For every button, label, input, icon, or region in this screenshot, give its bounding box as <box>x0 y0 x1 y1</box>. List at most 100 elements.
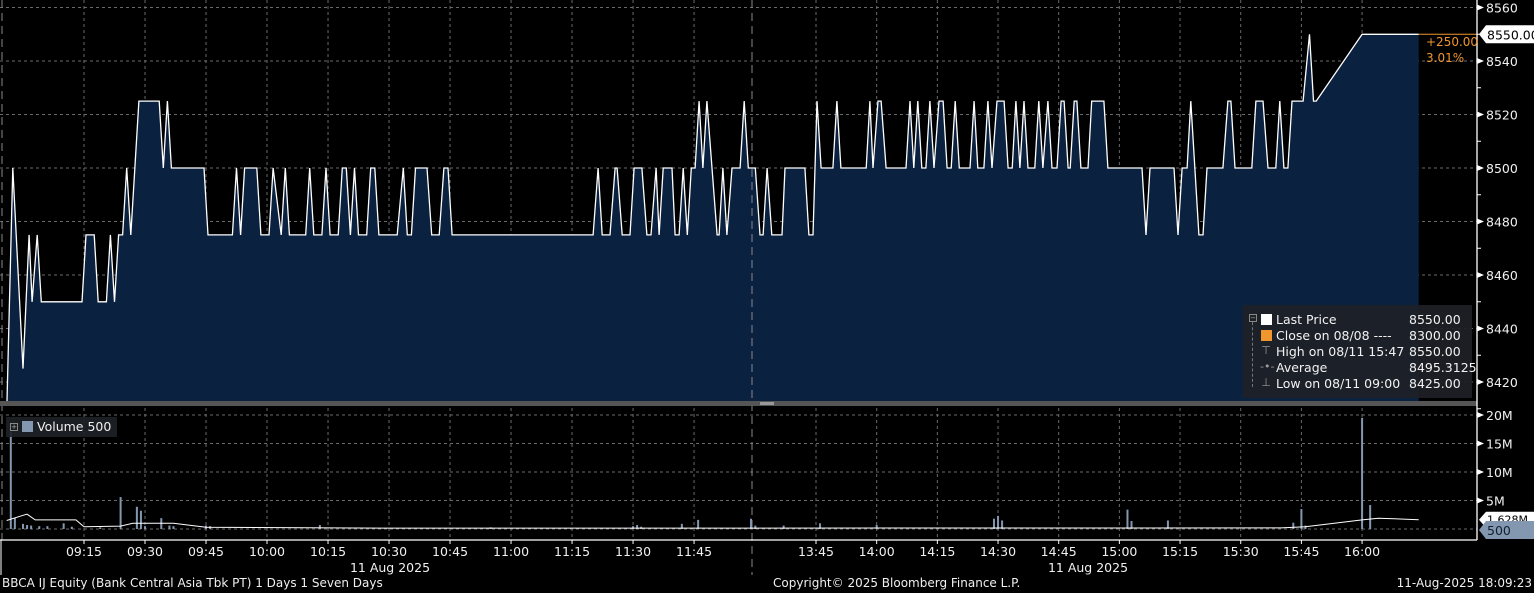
time-tick-label: 15:45 <box>1283 544 1319 559</box>
time-tick-label: 14:15 <box>919 544 955 559</box>
time-tick-label: 10:15 <box>310 544 346 559</box>
price-tick-marker <box>1477 58 1484 64</box>
expand-icon[interactable]: + <box>10 423 18 431</box>
security-description: BBCA IJ Equity (Bank Central Asia Tbk PT… <box>2 576 383 590</box>
price-area-fill <box>7 34 1419 402</box>
price-legend[interactable]: − Last Price 8550.00 Close on 08/08 ----… <box>1243 305 1477 398</box>
volume-bar <box>139 510 142 529</box>
volume-bar <box>754 525 757 529</box>
volume-last-tag <box>1479 520 1534 539</box>
time-tick-label: 09:45 <box>188 544 224 559</box>
volume-bar <box>1130 521 1133 529</box>
price-tick-marker <box>1477 379 1484 385</box>
time-tick-label: 10:30 <box>371 544 407 559</box>
average-marker-icon: -•- <box>1260 360 1275 373</box>
close-swatch-icon <box>1261 330 1272 341</box>
time-tick-label: 09:15 <box>66 544 102 559</box>
volume-bar <box>119 497 122 529</box>
volume-bar <box>1304 525 1307 529</box>
volume-bar <box>1292 522 1295 529</box>
volume-tick-label: 15M <box>1486 437 1513 452</box>
legend-value: 8550.00 <box>1409 344 1461 359</box>
volume-bar <box>30 525 33 529</box>
pane-resize-handle <box>760 402 774 405</box>
volume-bar <box>318 525 321 529</box>
price-tick-marker <box>1477 218 1484 225</box>
price-tick-label: 8420 <box>1486 375 1518 390</box>
legend-label: Last Price <box>1276 312 1337 327</box>
copyright: Copyright© 2025 Bloomberg Finance L.P. <box>773 576 1021 590</box>
volume-bar <box>1166 520 1169 529</box>
volume-bar <box>70 526 73 529</box>
legend-label: Average <box>1276 360 1328 375</box>
volume-bar <box>1001 520 1004 529</box>
last-price-tag <box>1479 25 1534 44</box>
volume-bar <box>62 523 65 529</box>
time-tick-label: 11:15 <box>554 544 590 559</box>
time-tick-label: 14:30 <box>980 544 1016 559</box>
volume-average-line <box>6 513 1419 529</box>
volume-bar <box>1126 509 1129 529</box>
time-tick-label: 11:45 <box>676 544 712 559</box>
collapse-icon[interactable]: − <box>1249 314 1257 322</box>
legend-value: 8300.00 <box>1409 328 1461 343</box>
volume-bar <box>636 525 639 529</box>
legend-value: 8425.00 <box>1409 376 1461 391</box>
legend-item-average: -•- Average 8495.3125 <box>1243 360 1477 376</box>
price-tick-marker <box>1477 272 1484 278</box>
volume-bar <box>680 523 683 529</box>
legend-value: 8495.3125 <box>1409 360 1477 375</box>
volume-bar <box>875 525 878 529</box>
volume-tick-marker <box>1477 440 1484 447</box>
high-marker-icon: ⊤ <box>1261 344 1271 357</box>
volume-tick-marker <box>1477 412 1484 418</box>
price-tick-label: 8480 <box>1486 215 1518 230</box>
volume-bar <box>749 518 752 529</box>
volume-bar <box>1369 505 1372 529</box>
volume-bar <box>9 432 12 529</box>
price-tick-label: 8440 <box>1486 322 1518 337</box>
time-tick-label: 15:30 <box>1223 544 1259 559</box>
volume-tick-label: 20M <box>1486 408 1513 423</box>
volume-bar <box>99 527 102 529</box>
volume-bar <box>1361 417 1364 529</box>
time-tick-label: 14:45 <box>1041 544 1077 559</box>
timestamp: 11-Aug-2025 18:09:23 <box>1396 576 1532 590</box>
volume-legend[interactable]: + Volume 500 <box>6 417 118 437</box>
legend-label: Close on 08/08 ---- <box>1276 328 1392 343</box>
volume-bar <box>782 525 785 529</box>
price-tick-label: 8500 <box>1486 161 1518 176</box>
volume-bar <box>172 526 175 529</box>
volume-bar <box>992 518 995 529</box>
legend-item-high: ⊤ High on 08/11 15:47 8550.00 <box>1243 344 1472 360</box>
price-tick-label: 8460 <box>1486 268 1518 283</box>
price-tick-label: 8540 <box>1486 54 1518 69</box>
time-tick-label: 15:00 <box>1101 544 1137 559</box>
volume-bar <box>819 523 822 529</box>
change-absolute: +250.00 <box>1426 35 1479 49</box>
volume-bar <box>144 526 147 529</box>
volume-bar <box>13 517 16 529</box>
volume-tick-label: 5M <box>1486 494 1505 509</box>
pane-separator <box>0 401 1477 406</box>
time-tick-label: 10:45 <box>432 544 468 559</box>
legend-item-last-price: Last Price 8550.00 <box>1243 312 1472 328</box>
legend-item-low: ⊥ Low on 08/11 09:00 8425.00 <box>1243 376 1472 392</box>
time-tick-label: 10:00 <box>249 544 285 559</box>
volume-tick-marker <box>1477 469 1484 475</box>
time-tick-label: 14:00 <box>859 544 895 559</box>
time-tick-label: 16:00 <box>1344 544 1380 559</box>
time-tick-label: 13:45 <box>798 544 834 559</box>
volume-bar <box>997 515 1000 529</box>
volume-bar <box>46 526 49 529</box>
low-marker-icon: ⊥ <box>1261 376 1271 389</box>
volume-tick-label: 10M <box>1486 465 1513 480</box>
price-line <box>6 33 1419 402</box>
time-tick-label: 11:30 <box>615 544 651 559</box>
volume-last-tag-label: 500 <box>1487 523 1511 538</box>
price-tick-label: 8560 <box>1486 1 1518 16</box>
volume-legend-label: Volume <box>37 419 84 434</box>
volume-bar <box>135 506 138 529</box>
legend-label: Low on 08/11 09:00 <box>1276 376 1401 391</box>
legend-label: High on 08/11 15:47 <box>1276 344 1405 359</box>
